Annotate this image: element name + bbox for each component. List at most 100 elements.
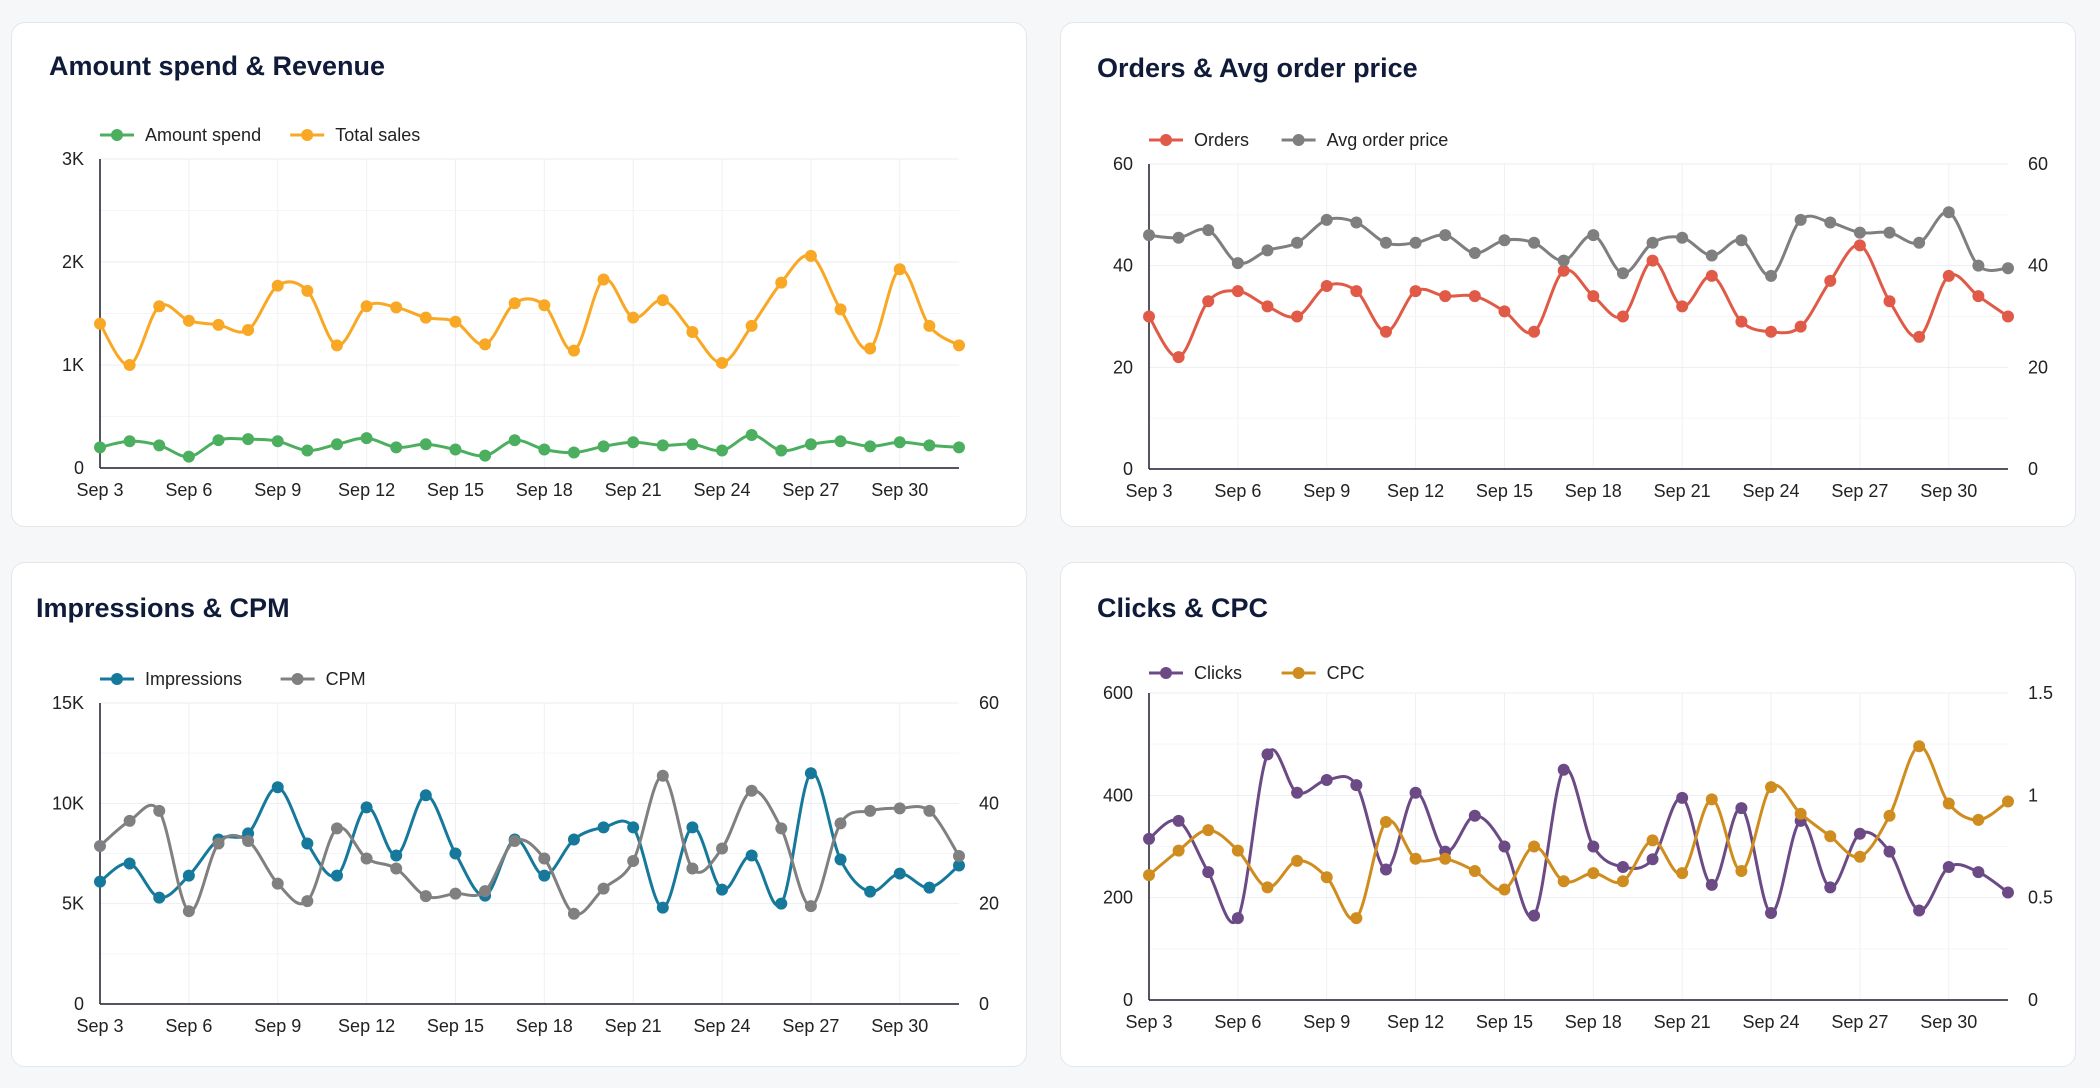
data-point[interactable] (1320, 871, 1333, 884)
data-point[interactable] (1676, 300, 1689, 313)
data-point[interactable] (242, 323, 255, 336)
data-point[interactable] (419, 438, 432, 451)
data-point[interactable] (864, 342, 877, 355)
data-point[interactable] (2002, 310, 2014, 323)
data-point[interactable] (567, 446, 580, 459)
data-point[interactable] (923, 319, 936, 332)
data-point[interactable] (123, 857, 136, 870)
data-point[interactable] (271, 279, 284, 292)
data-point[interactable] (1172, 231, 1185, 244)
data-point[interactable] (1468, 290, 1481, 303)
data-point[interactable] (271, 781, 284, 794)
data-point[interactable] (864, 804, 877, 817)
data-point[interactable] (153, 891, 166, 904)
data-point[interactable] (893, 802, 906, 815)
data-point[interactable] (1528, 840, 1541, 853)
data-point[interactable] (567, 344, 580, 357)
data-point[interactable] (1379, 236, 1392, 249)
data-point[interactable] (1350, 216, 1363, 229)
data-point[interactable] (1765, 325, 1778, 338)
data-point[interactable] (1409, 852, 1422, 865)
data-point[interactable] (893, 263, 906, 276)
data-point[interactable] (1528, 325, 1541, 338)
data-point[interactable] (2002, 795, 2014, 808)
data-point[interactable] (686, 821, 699, 834)
data-point[interactable] (360, 432, 373, 445)
data-point[interactable] (775, 897, 788, 910)
data-point[interactable] (1676, 791, 1689, 804)
data-point[interactable] (1587, 867, 1600, 880)
data-point[interactable] (1794, 807, 1807, 820)
data-point[interactable] (745, 429, 758, 442)
data-point[interactable] (1231, 912, 1244, 925)
data-point[interactable] (745, 319, 758, 332)
data-point[interactable] (1498, 305, 1511, 318)
data-point[interactable] (1409, 285, 1422, 298)
data-point[interactable] (834, 435, 847, 448)
data-point[interactable] (1735, 315, 1748, 328)
data-point[interactable] (1261, 748, 1274, 761)
data-point[interactable] (1557, 254, 1570, 267)
data-point[interactable] (1498, 840, 1511, 853)
data-point[interactable] (1913, 740, 1926, 753)
data-point[interactable] (1942, 206, 1955, 219)
data-point[interactable] (94, 441, 106, 454)
data-point[interactable] (390, 301, 403, 314)
data-point[interactable] (1320, 773, 1333, 786)
data-point[interactable] (1705, 269, 1718, 282)
data-point[interactable] (1705, 878, 1718, 891)
data-point[interactable] (775, 444, 788, 457)
data-point[interactable] (1616, 267, 1629, 280)
data-point[interactable] (1528, 909, 1541, 922)
data-point[interactable] (1143, 869, 1155, 882)
data-point[interactable] (745, 784, 758, 797)
data-point[interactable] (1705, 793, 1718, 806)
data-point[interactable] (1972, 813, 1985, 826)
data-point[interactable] (804, 767, 817, 780)
data-point[interactable] (538, 443, 551, 456)
data-point[interactable] (538, 299, 551, 312)
data-point[interactable] (1616, 860, 1629, 873)
data-point[interactable] (1202, 824, 1215, 837)
data-point[interactable] (745, 849, 758, 862)
data-point[interactable] (1913, 904, 1926, 917)
data-point[interactable] (419, 890, 432, 903)
data-point[interactable] (1794, 213, 1807, 226)
data-point[interactable] (1646, 834, 1659, 847)
data-point[interactable] (1291, 310, 1304, 323)
data-point[interactable] (716, 444, 729, 457)
legend-item[interactable]: Total sales (290, 125, 420, 145)
data-point[interactable] (182, 869, 195, 882)
data-point[interactable] (1735, 802, 1748, 815)
data-point[interactable] (1379, 863, 1392, 876)
data-point[interactable] (686, 326, 699, 339)
data-point[interactable] (775, 276, 788, 289)
data-point[interactable] (1972, 259, 1985, 272)
legend-item[interactable]: Orders (1149, 130, 1249, 150)
data-point[interactable] (301, 837, 314, 850)
data-point[interactable] (479, 885, 492, 898)
data-point[interactable] (1824, 274, 1837, 287)
data-point[interactable] (449, 847, 462, 860)
data-point[interactable] (301, 895, 314, 908)
data-point[interactable] (449, 315, 462, 328)
legend-item[interactable]: Clicks (1149, 663, 1242, 683)
data-point[interactable] (94, 317, 106, 330)
data-point[interactable] (804, 438, 817, 451)
data-point[interactable] (597, 821, 610, 834)
data-point[interactable] (864, 440, 877, 453)
data-point[interactable] (1350, 912, 1363, 925)
data-point[interactable] (1409, 786, 1422, 799)
data-point[interactable] (1439, 290, 1452, 303)
data-point[interactable] (1676, 867, 1689, 880)
data-point[interactable] (1261, 244, 1274, 257)
data-point[interactable] (1172, 351, 1185, 364)
data-point[interactable] (627, 821, 640, 834)
data-point[interactable] (1468, 865, 1481, 878)
data-point[interactable] (1320, 213, 1333, 226)
data-point[interactable] (1646, 853, 1659, 866)
data-point[interactable] (1765, 907, 1778, 920)
data-point[interactable] (1439, 852, 1452, 865)
data-point[interactable] (1883, 226, 1896, 239)
legend-item[interactable]: CPM (280, 669, 366, 689)
